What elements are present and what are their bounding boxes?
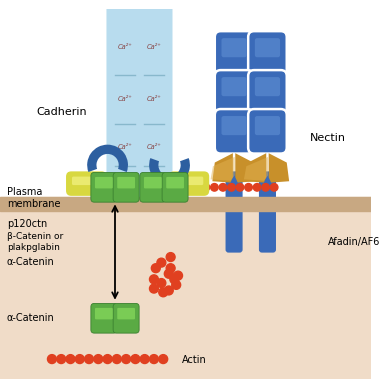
- Circle shape: [245, 184, 252, 191]
- Polygon shape: [212, 153, 233, 183]
- Circle shape: [202, 184, 210, 191]
- FancyBboxPatch shape: [225, 171, 242, 253]
- Circle shape: [236, 184, 244, 191]
- Text: α-Catenin: α-Catenin: [7, 256, 54, 267]
- FancyBboxPatch shape: [215, 70, 253, 114]
- Circle shape: [219, 184, 227, 191]
- FancyBboxPatch shape: [66, 171, 107, 196]
- FancyBboxPatch shape: [259, 171, 276, 253]
- Wedge shape: [149, 158, 190, 185]
- FancyBboxPatch shape: [91, 303, 117, 333]
- FancyBboxPatch shape: [140, 173, 166, 202]
- Text: Nectin: Nectin: [310, 133, 346, 143]
- FancyBboxPatch shape: [255, 77, 280, 96]
- Text: Ca²⁺: Ca²⁺: [147, 144, 162, 149]
- Text: Ca²⁺: Ca²⁺: [117, 185, 132, 191]
- Circle shape: [165, 286, 173, 295]
- Text: β-Catenin or
plakpglabin: β-Catenin or plakpglabin: [7, 232, 63, 252]
- Circle shape: [57, 355, 66, 364]
- Circle shape: [122, 355, 131, 364]
- FancyBboxPatch shape: [72, 177, 101, 185]
- Bar: [0, 197, 371, 379]
- Circle shape: [165, 269, 173, 278]
- FancyBboxPatch shape: [248, 109, 287, 154]
- Wedge shape: [87, 145, 128, 172]
- Circle shape: [149, 284, 158, 293]
- FancyBboxPatch shape: [255, 116, 280, 135]
- Polygon shape: [211, 157, 235, 181]
- Circle shape: [170, 275, 179, 284]
- Circle shape: [75, 355, 84, 364]
- FancyBboxPatch shape: [162, 173, 188, 202]
- Text: p120ctn: p120ctn: [7, 220, 48, 229]
- Circle shape: [172, 281, 181, 289]
- FancyBboxPatch shape: [117, 308, 135, 319]
- FancyBboxPatch shape: [144, 177, 162, 189]
- Text: Plasma
membrane: Plasma membrane: [7, 187, 61, 209]
- Text: Cadherin: Cadherin: [36, 107, 87, 118]
- FancyBboxPatch shape: [222, 38, 247, 57]
- Circle shape: [140, 355, 149, 364]
- Text: Afadin/AF6: Afadin/AF6: [328, 237, 381, 247]
- Text: Ca²⁺: Ca²⁺: [117, 96, 132, 102]
- FancyBboxPatch shape: [95, 308, 113, 319]
- Circle shape: [103, 355, 112, 364]
- FancyBboxPatch shape: [248, 31, 287, 76]
- Circle shape: [151, 264, 160, 273]
- FancyBboxPatch shape: [106, 2, 143, 203]
- Polygon shape: [246, 153, 266, 183]
- Circle shape: [149, 355, 158, 364]
- Circle shape: [131, 355, 140, 364]
- Circle shape: [253, 184, 261, 191]
- FancyBboxPatch shape: [113, 173, 139, 202]
- FancyBboxPatch shape: [255, 38, 280, 57]
- Text: α-Catenin: α-Catenin: [7, 313, 54, 323]
- Circle shape: [94, 355, 103, 364]
- FancyBboxPatch shape: [136, 2, 173, 203]
- FancyBboxPatch shape: [91, 173, 117, 202]
- Bar: [0, 9, 371, 197]
- Circle shape: [228, 184, 235, 191]
- Circle shape: [262, 184, 269, 191]
- Text: Ca²⁺: Ca²⁺: [117, 144, 132, 149]
- Text: Ca²⁺: Ca²⁺: [147, 185, 162, 191]
- FancyBboxPatch shape: [166, 177, 184, 189]
- FancyBboxPatch shape: [215, 109, 253, 154]
- Circle shape: [149, 275, 158, 284]
- Polygon shape: [244, 157, 268, 181]
- Circle shape: [66, 355, 75, 364]
- FancyBboxPatch shape: [215, 31, 253, 76]
- Text: Ca²⁺: Ca²⁺: [147, 96, 162, 102]
- Circle shape: [270, 184, 278, 191]
- Text: Ca²⁺: Ca²⁺: [117, 45, 132, 50]
- FancyBboxPatch shape: [248, 70, 287, 114]
- Circle shape: [85, 355, 94, 364]
- Circle shape: [166, 264, 175, 273]
- Circle shape: [173, 271, 182, 280]
- Bar: [0, 197, 371, 211]
- FancyBboxPatch shape: [95, 177, 113, 189]
- FancyBboxPatch shape: [168, 171, 209, 196]
- Circle shape: [157, 279, 166, 288]
- Text: Actin: Actin: [182, 355, 206, 365]
- Polygon shape: [235, 153, 256, 183]
- Circle shape: [159, 355, 168, 364]
- FancyBboxPatch shape: [222, 77, 247, 96]
- Text: Ca²⁺: Ca²⁺: [147, 45, 162, 50]
- Circle shape: [211, 184, 218, 191]
- Polygon shape: [268, 153, 289, 183]
- Circle shape: [47, 355, 56, 364]
- FancyBboxPatch shape: [174, 177, 203, 185]
- Circle shape: [166, 253, 175, 262]
- FancyBboxPatch shape: [117, 177, 135, 189]
- FancyBboxPatch shape: [113, 303, 139, 333]
- Circle shape: [157, 258, 166, 267]
- FancyBboxPatch shape: [222, 116, 247, 135]
- Circle shape: [159, 288, 168, 297]
- Circle shape: [113, 355, 121, 364]
